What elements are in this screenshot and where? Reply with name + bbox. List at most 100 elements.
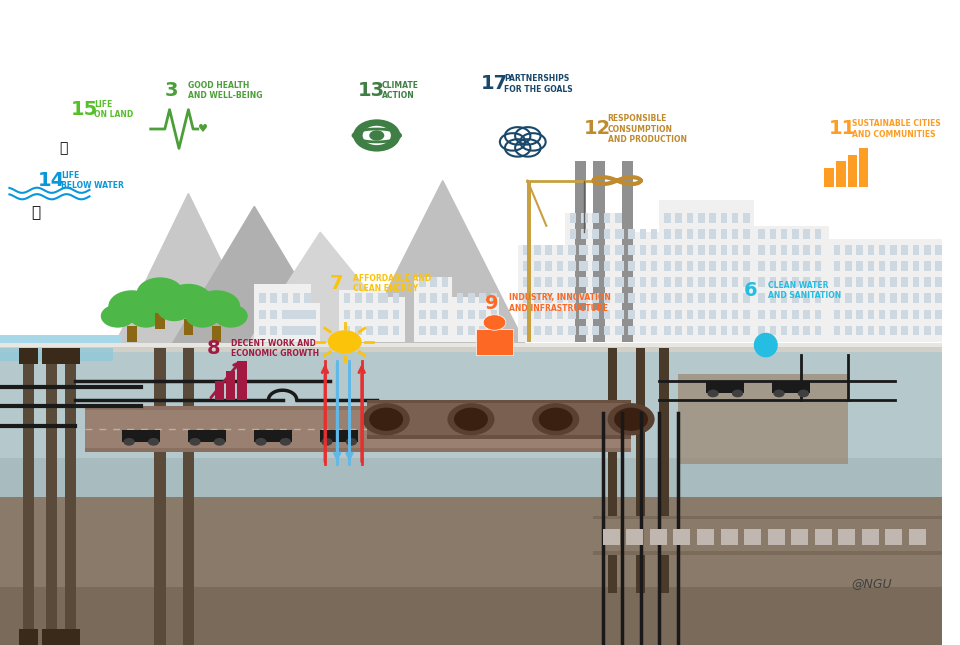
Bar [628, 229, 635, 239]
Bar [845, 326, 852, 335]
Bar [639, 310, 646, 319]
Bar [523, 310, 529, 319]
Polygon shape [113, 194, 264, 348]
Bar [780, 326, 787, 335]
Bar [0, 335, 123, 361]
Bar [862, 529, 878, 545]
Bar [935, 293, 942, 303]
Bar [935, 245, 942, 255]
Text: LIFE
ON LAND: LIFE ON LAND [94, 100, 133, 119]
Text: ♥: ♥ [198, 124, 207, 134]
Bar [271, 293, 276, 303]
Circle shape [101, 304, 134, 328]
Bar [780, 293, 787, 303]
Bar [732, 326, 738, 335]
Bar [61, 629, 80, 645]
Circle shape [157, 292, 191, 315]
Bar [901, 277, 908, 287]
Bar [651, 293, 658, 303]
Bar [545, 293, 552, 303]
Bar [833, 326, 840, 335]
Bar [581, 261, 588, 271]
Bar [545, 245, 552, 255]
Bar [758, 293, 765, 303]
Text: 8: 8 [207, 339, 221, 358]
Bar [592, 213, 599, 223]
Bar [237, 361, 247, 400]
Bar [686, 277, 693, 287]
Bar [304, 326, 311, 335]
Bar [651, 245, 658, 255]
Bar [442, 293, 448, 303]
Bar [935, 261, 942, 271]
Bar [754, 226, 828, 342]
Bar [732, 310, 738, 319]
Bar [579, 277, 586, 287]
Circle shape [165, 284, 212, 316]
Bar [604, 293, 611, 303]
Text: RESPONSIBLE
CONSUMPTION
AND PRODUCTION: RESPONSIBLE CONSUMPTION AND PRODUCTION [608, 114, 686, 144]
Bar [581, 277, 588, 287]
Circle shape [447, 403, 494, 435]
Bar [617, 245, 624, 255]
Bar [570, 245, 576, 255]
Circle shape [483, 315, 506, 330]
Bar [935, 326, 942, 335]
Bar [123, 430, 160, 442]
Bar [527, 181, 531, 342]
Bar [254, 430, 292, 442]
Bar [890, 245, 897, 255]
Bar [838, 529, 855, 545]
Circle shape [708, 390, 719, 397]
Bar [604, 245, 611, 255]
Bar [491, 310, 497, 319]
Bar [568, 261, 575, 271]
Bar [557, 245, 564, 255]
Bar [534, 326, 540, 335]
Bar [664, 277, 671, 287]
Bar [913, 293, 920, 303]
Bar [697, 529, 714, 545]
Bar [479, 326, 486, 335]
Bar [430, 326, 437, 335]
Bar [721, 326, 727, 335]
Bar [709, 326, 716, 335]
Circle shape [214, 438, 226, 446]
Bar [836, 161, 846, 187]
Bar [628, 261, 635, 271]
Bar [457, 326, 464, 335]
Bar [259, 310, 266, 319]
Bar [287, 326, 294, 335]
Bar [0, 458, 942, 503]
Bar [579, 293, 586, 303]
Bar [381, 293, 388, 303]
Bar [743, 213, 750, 223]
Bar [743, 245, 750, 255]
Bar [709, 293, 716, 303]
Bar [0, 343, 942, 347]
Bar [430, 277, 437, 287]
Bar [575, 161, 586, 342]
Bar [721, 229, 727, 239]
Bar [664, 310, 671, 319]
Text: PARTNERSHIPS
FOR THE GOALS: PARTNERSHIPS FOR THE GOALS [504, 74, 572, 94]
Bar [780, 245, 787, 255]
Bar [281, 293, 288, 303]
Bar [259, 326, 266, 335]
Bar [0, 348, 113, 361]
Bar [523, 277, 529, 287]
Bar [676, 213, 682, 223]
Bar [804, 326, 810, 335]
Bar [676, 310, 682, 319]
Bar [743, 229, 750, 239]
Bar [393, 326, 399, 335]
Circle shape [189, 438, 201, 446]
Bar [299, 326, 305, 335]
Bar [293, 326, 300, 335]
Bar [545, 261, 552, 271]
Bar [758, 326, 765, 335]
Bar [287, 310, 294, 319]
Bar [639, 293, 646, 303]
Bar [355, 326, 362, 335]
Bar [709, 213, 716, 223]
